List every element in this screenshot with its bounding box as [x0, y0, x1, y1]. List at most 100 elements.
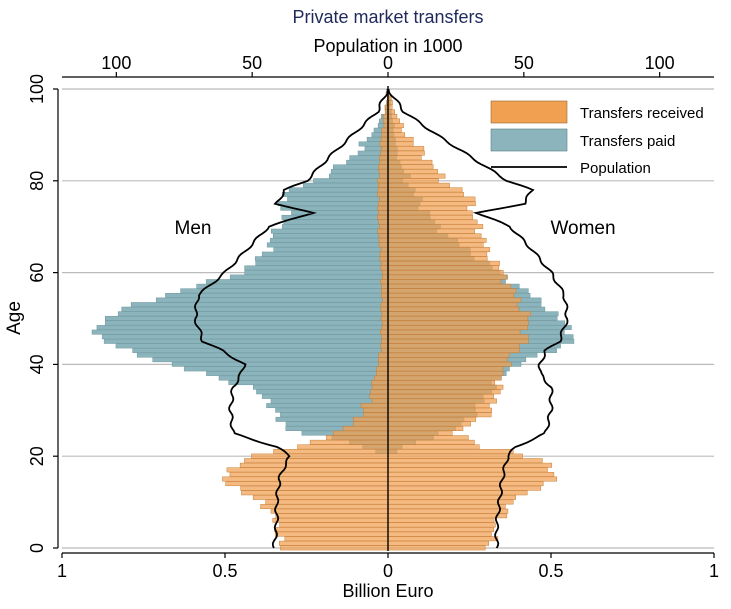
women-received-bar-age-23 [387, 439, 475, 445]
men-received-bar-age-18 [239, 462, 389, 468]
women-received-bar-age-1 [387, 540, 490, 546]
men-received-bar-age-46 [381, 334, 389, 340]
men-paid-bar-age-43 [132, 348, 389, 353]
women-received-bar-age-87 [387, 146, 425, 151]
women-received-bar-age-78 [387, 187, 463, 193]
women-received-bar-age-86 [387, 150, 425, 156]
women-received-bar-age-25 [387, 430, 453, 436]
men-received-bar-age-17 [226, 467, 389, 473]
men-received-bar-age-44 [380, 343, 389, 349]
men-paid-bar-age-65 [273, 247, 389, 252]
women-received-bar-age-20 [387, 453, 523, 459]
men-paid-bar-age-71 [283, 219, 389, 225]
men-received-bar-age-69 [377, 228, 389, 234]
women-received-bar-age-19 [387, 458, 543, 464]
men-paid-bar-age-67 [269, 237, 389, 243]
chart-title: Private market transfers [292, 7, 483, 27]
women-received-bar-age-13 [387, 485, 542, 491]
women-received-bar-age-84 [387, 159, 433, 165]
men-paid-bar-age-58 [205, 279, 389, 285]
men-received-bar-age-53 [380, 302, 389, 308]
women-received-bar-age-9 [387, 504, 506, 510]
men-received-bar-age-34 [370, 389, 389, 395]
men-received-bar-age-93 [382, 118, 389, 124]
women-received-bar-age-38 [387, 371, 504, 376]
men-received-bar-age-37 [374, 375, 389, 381]
men-received-bar-age-86 [380, 150, 389, 156]
women-received-bar-age-73 [387, 210, 473, 216]
women-received-bar-age-62 [387, 260, 500, 266]
men-paid-bar-age-40 [171, 361, 389, 367]
women-received-bar-age-45 [387, 338, 529, 344]
men-received-bar-age-89 [380, 136, 389, 142]
men-received-bar-age-36 [371, 380, 389, 386]
men-paid-bar-age-52 [121, 306, 389, 312]
men-received-bar-age-9 [260, 504, 389, 510]
men-received-bar-age-45 [381, 338, 389, 344]
men-received-bar-age-20 [251, 453, 389, 459]
women-received-bar-age-8 [387, 508, 509, 514]
men-received-bar-age-29 [362, 412, 389, 418]
men-received-bar-age-71 [378, 219, 389, 225]
women-received-bar-age-76 [387, 196, 476, 202]
men-received-bar-age-14 [225, 481, 389, 487]
men-paid-bar-age-37 [218, 375, 389, 381]
women-received-bar-age-49 [387, 320, 529, 326]
men-received-bar-age-80 [377, 178, 389, 184]
women-received-bar-age-43 [387, 348, 520, 353]
men-received-bar-age-90 [381, 132, 389, 138]
men-received-bar-age-11 [252, 494, 389, 500]
men-received-bar-age-19 [244, 458, 389, 464]
women-received-bar-age-15 [387, 476, 558, 482]
men-received-bar-age-79 [377, 182, 389, 188]
women-received-bar-age-60 [387, 270, 504, 275]
men-paid-bar-age-63 [254, 256, 389, 262]
men-received-bar-age-66 [378, 242, 389, 248]
men-paid-bar-age-77 [282, 192, 389, 197]
women-received-bar-age-53 [387, 302, 518, 308]
women-transfers-received-bars [387, 91, 558, 551]
women-received-bar-age-26 [387, 426, 464, 431]
women-received-bar-age-74 [387, 205, 468, 211]
men-paid-bar-age-81 [328, 173, 389, 179]
population-lines [193, 88, 569, 549]
y-tick-label-60: 60 [27, 263, 47, 283]
men-received-bar-age-7 [275, 513, 389, 519]
men-received-bar-age-75 [378, 201, 389, 207]
men-received-bar-age-3 [274, 531, 389, 537]
women-received-bar-age-69 [387, 228, 475, 234]
legend: Transfers received Transfers paid Popula… [490, 100, 704, 177]
women-received-bar-age-88 [387, 141, 414, 147]
men-received-bar-age-85 [379, 155, 389, 161]
women-received-bar-age-33 [387, 393, 494, 399]
men-paid-bar-age-57 [196, 283, 389, 289]
men-received-bar-age-6 [272, 517, 389, 523]
women-received-bar-age-48 [387, 325, 528, 330]
men-paid-bar-age-75 [277, 201, 389, 207]
men-received-bar-age-61 [380, 265, 389, 271]
women-received-bar-age-65 [387, 247, 491, 252]
men-received-bar-age-35 [371, 384, 389, 390]
men-paid-bar-age-39 [183, 366, 389, 372]
legend-swatch-received [490, 100, 568, 124]
men-paid-bar-age-51 [117, 311, 389, 317]
men-received-bar-age-16 [229, 472, 389, 477]
women-received-bar-age-50 [387, 315, 529, 321]
population-line-women [387, 88, 569, 549]
men-received-bar-age-76 [379, 196, 389, 202]
bottom-tick-label-4: 1 [709, 561, 719, 581]
women-received-bar-age-46 [387, 334, 529, 340]
women-received-bar-age-91 [387, 127, 402, 133]
women-received-bar-age-58 [387, 279, 502, 285]
women-received-bar-age-85 [387, 155, 422, 161]
men-received-bar-age-55 [381, 293, 389, 298]
men-paid-bar-age-69 [270, 228, 389, 234]
women-received-bar-age-17 [387, 467, 548, 473]
women-received-bar-age-47 [387, 329, 521, 335]
men-received-bar-age-33 [369, 393, 389, 399]
men-paid-bar-age-79 [303, 182, 389, 188]
women-received-bar-age-75 [387, 201, 476, 207]
men-paid-bar-age-56 [180, 288, 389, 294]
women-received-bar-age-52 [387, 306, 520, 312]
